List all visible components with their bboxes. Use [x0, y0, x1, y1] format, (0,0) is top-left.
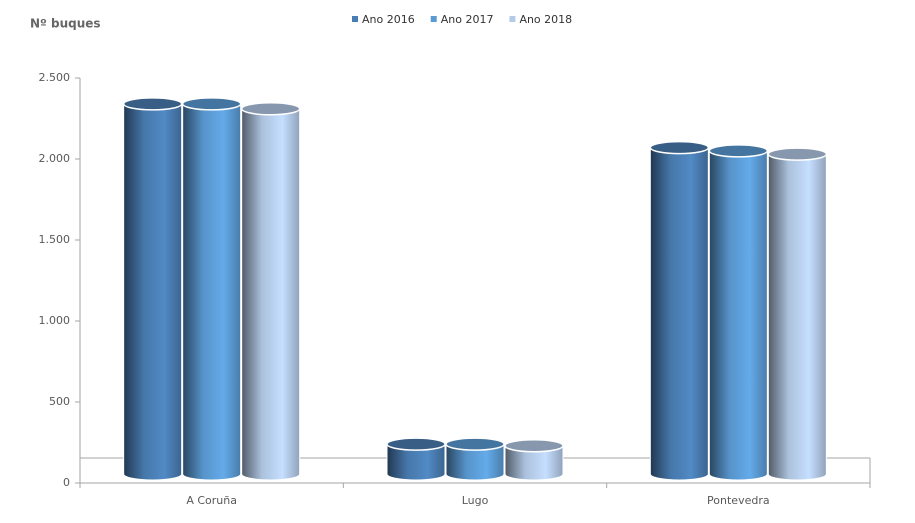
y-tick-label: 0: [63, 476, 70, 489]
bar-top: [767, 147, 828, 161]
bar-body: [182, 103, 242, 481]
y-tick-label: 2.500: [39, 71, 71, 84]
bar-body: [241, 108, 301, 481]
bar-body: [649, 147, 709, 481]
bar: [122, 97, 183, 481]
x-tick-label: Pontevedra: [707, 494, 770, 507]
bar-top: [504, 438, 564, 453]
bar-top: [181, 97, 242, 111]
bar: [445, 437, 505, 481]
y-axis-title: Nº buques: [30, 17, 101, 31]
bar: [767, 147, 828, 481]
y-tick-label: 1.000: [39, 314, 71, 327]
x-tick-label: Lugo: [462, 494, 489, 507]
bar-body: [445, 443, 505, 481]
bar: [504, 438, 564, 481]
bar-top: [708, 144, 769, 158]
legend-label: Ano 2018: [519, 13, 572, 26]
bar: [386, 437, 446, 481]
legend-swatch: [509, 16, 516, 22]
y-tick-label: 500: [49, 395, 70, 408]
bar-body: [708, 150, 768, 481]
bar-top: [240, 102, 301, 116]
bar-body: [767, 153, 827, 481]
bar: [240, 102, 301, 481]
y-tick-label: 2.000: [39, 152, 71, 165]
bar-top: [649, 140, 710, 155]
legend-label: Ano 2016: [362, 13, 415, 26]
legend-swatch: [430, 16, 437, 22]
legend-label: Ano 2017: [441, 13, 494, 26]
bar: [649, 140, 710, 481]
bar-top: [445, 437, 505, 451]
bar-body: [123, 103, 183, 481]
bar-top: [122, 97, 183, 111]
legend-swatch: [352, 16, 358, 22]
x-tick-label: A Coruña: [186, 494, 237, 507]
bar-body: [504, 445, 564, 481]
bar: [708, 144, 769, 481]
bar: [181, 97, 242, 481]
y-tick-label: 1.500: [39, 233, 71, 246]
bar-body: [386, 443, 446, 481]
bar-top: [386, 437, 446, 451]
